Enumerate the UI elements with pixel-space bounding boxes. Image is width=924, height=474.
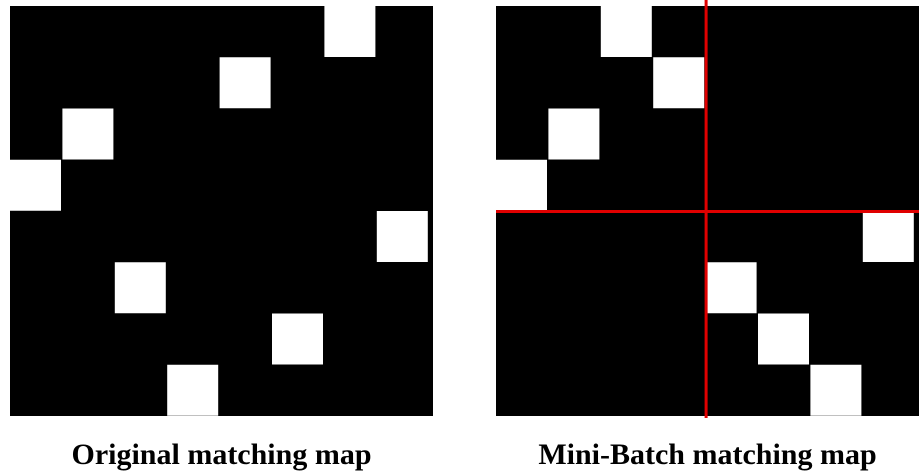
match-cell-6 — [758, 313, 809, 365]
match-cell-5 — [705, 262, 757, 314]
original-matching-map — [10, 6, 433, 416]
match-cell-1 — [653, 57, 705, 109]
original-matching-grid — [10, 6, 433, 416]
match-cell-2 — [548, 108, 600, 160]
match-cell-2 — [62, 108, 114, 160]
match-cell-4 — [376, 211, 428, 262]
match-cell-6 — [272, 313, 323, 365]
match-cell-4 — [862, 211, 914, 262]
mini-batch-matching-map-caption: Mini-Batch matching map — [538, 438, 877, 471]
match-cell-0 — [324, 6, 376, 57]
match-cell-7 — [167, 364, 219, 416]
match-cell-3 — [496, 159, 547, 211]
match-cell-0 — [600, 6, 652, 57]
match-cell-5 — [114, 262, 166, 314]
match-cell-1 — [219, 57, 271, 109]
mini-batch-matching-grid — [496, 0, 919, 418]
match-cell-3 — [10, 159, 61, 211]
original-matching-map-caption: Original matching map — [71, 438, 372, 471]
mini-batch-matching-map — [496, 0, 919, 418]
match-cell-7 — [810, 364, 862, 416]
